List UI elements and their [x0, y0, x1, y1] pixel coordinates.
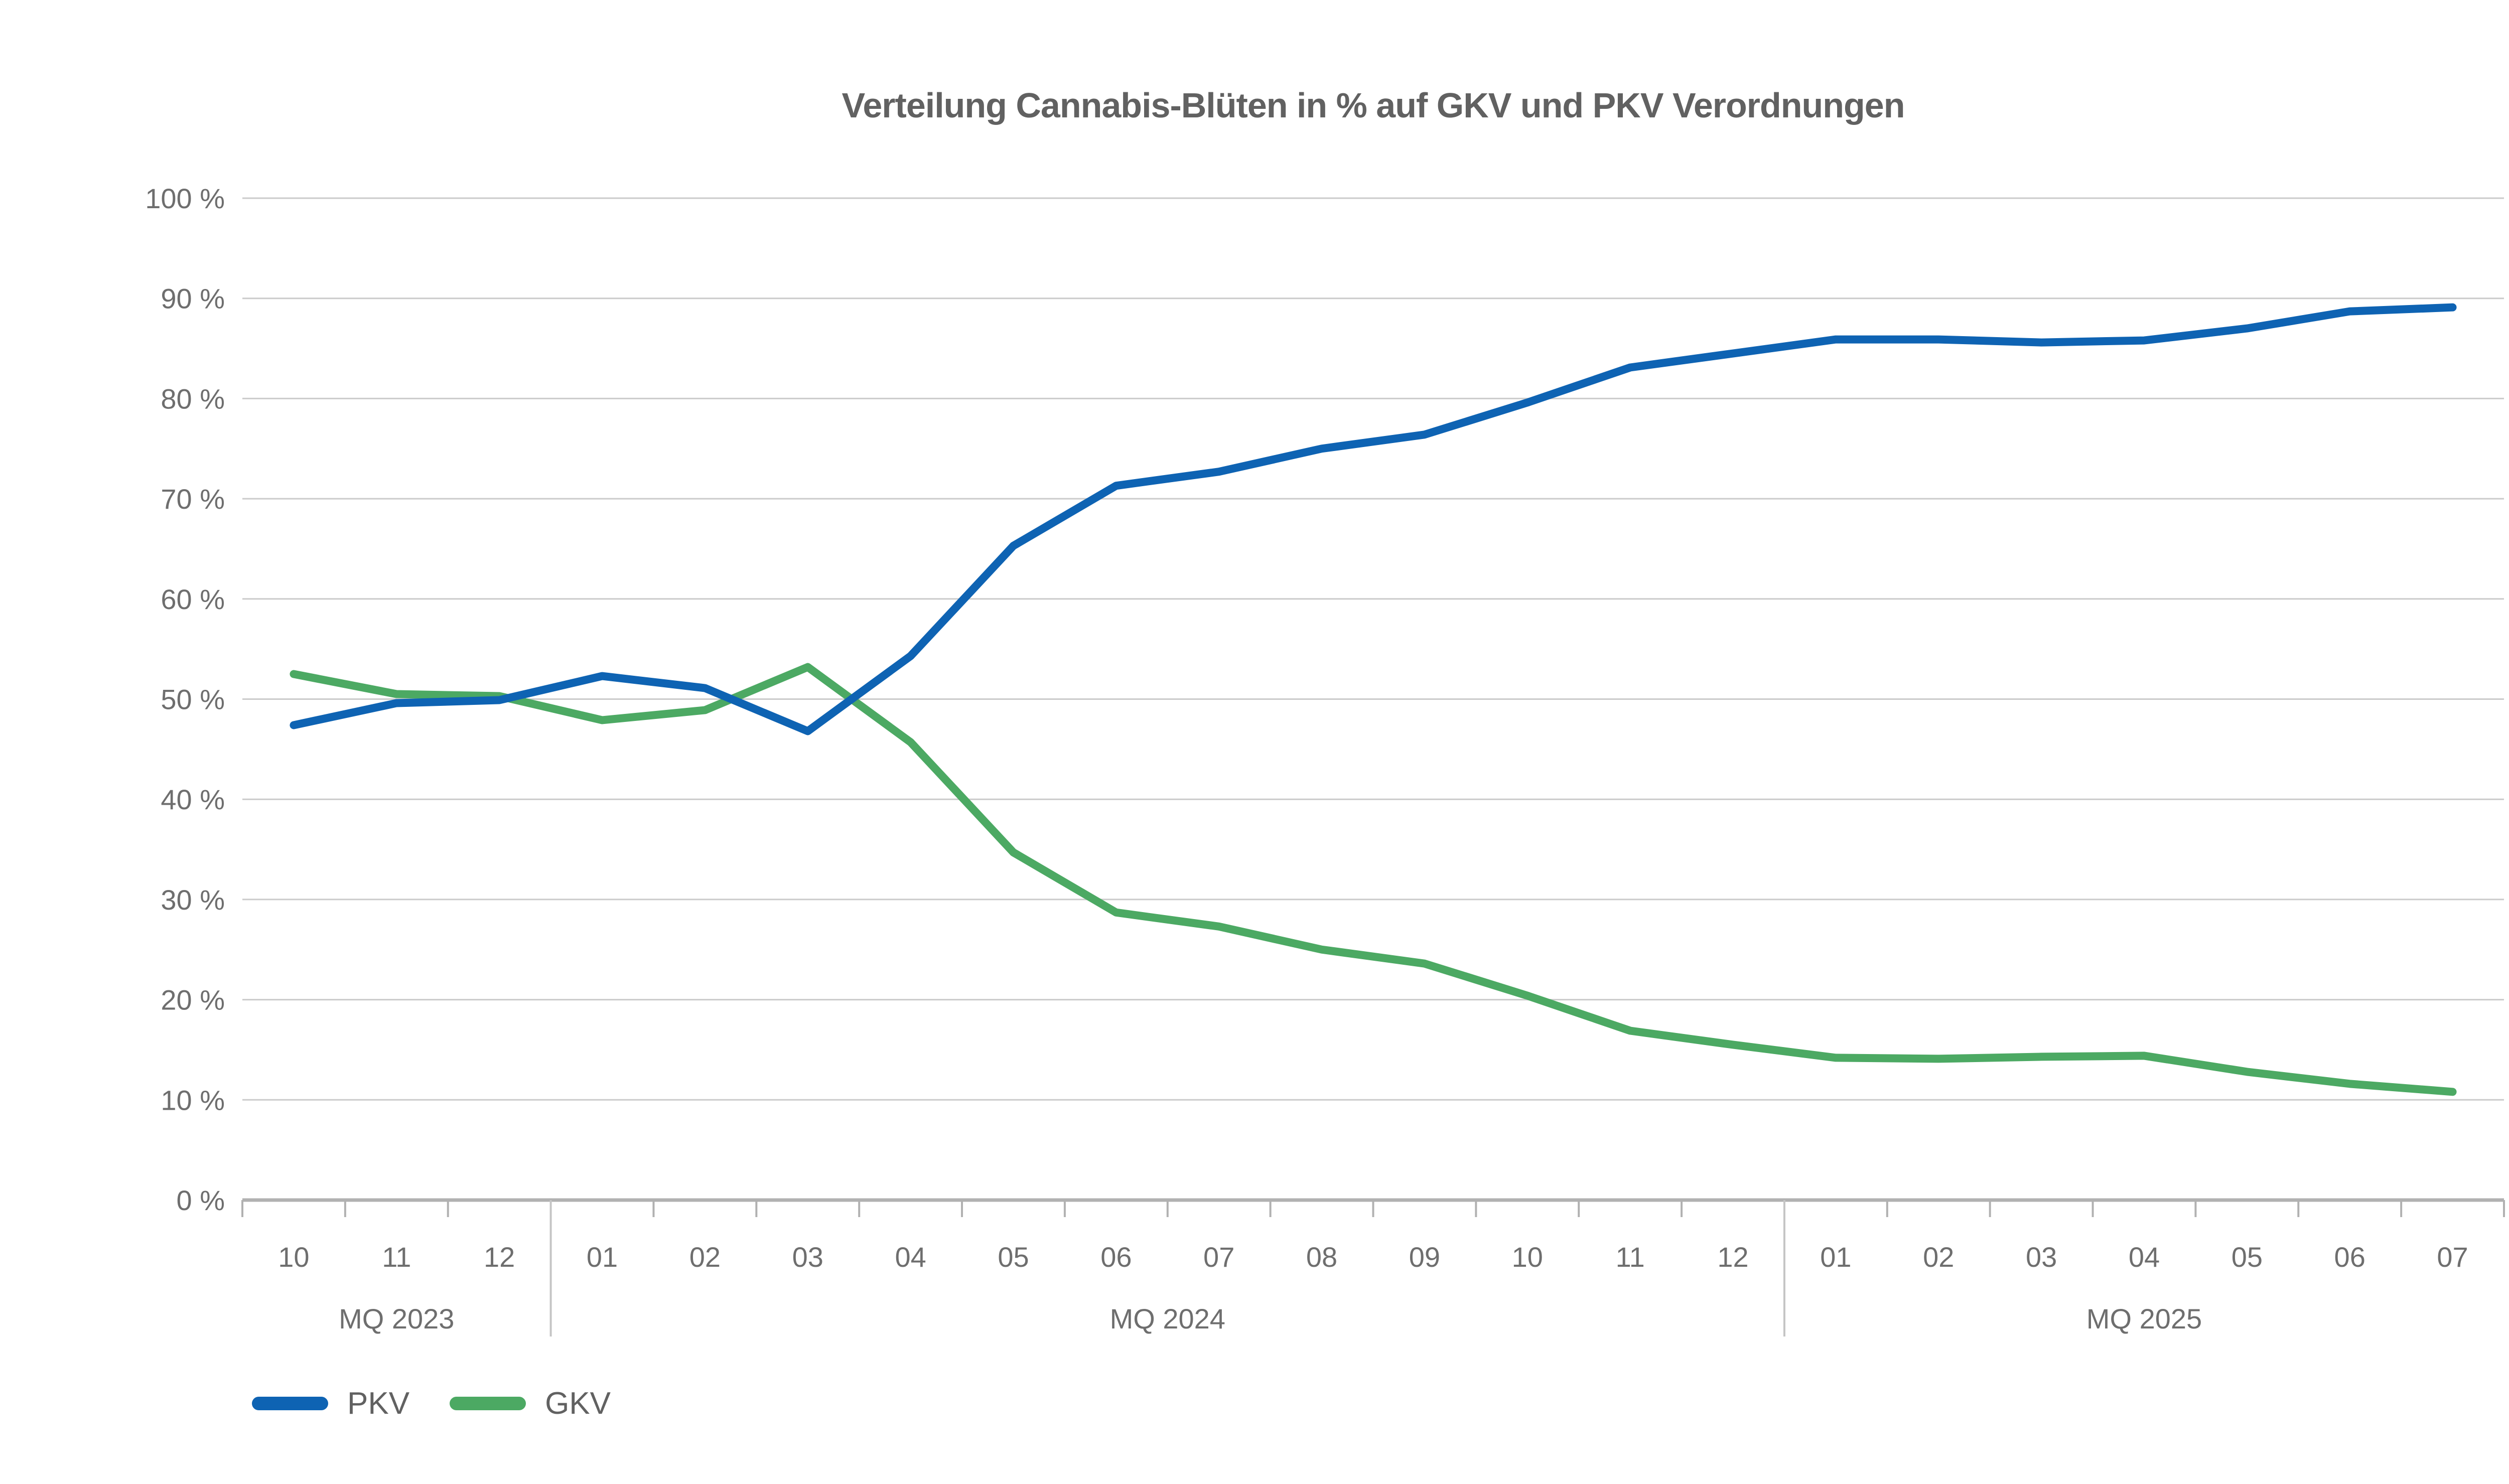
pkv-line: [290, 303, 2457, 735]
y-tick-label: 80 %: [161, 383, 225, 414]
y-tick-label: 0 %: [177, 1184, 225, 1216]
x-tick-label: 11: [382, 1241, 411, 1273]
legend-label-pkv: PKV: [347, 1386, 410, 1421]
legend-item-pkv: PKV: [252, 1386, 409, 1421]
legend-item-gkv: GKV: [450, 1386, 611, 1421]
x-tick-label: 07: [1203, 1241, 1234, 1273]
x-tick-label: 07: [2437, 1241, 2468, 1273]
y-tick-label: 100 %: [145, 183, 225, 214]
x-tick-label: 08: [1306, 1241, 1337, 1273]
y-tick-label: 50 %: [161, 684, 225, 715]
pkv-line-swatch: [252, 1397, 328, 1410]
y-tick-label: 40 %: [161, 784, 225, 815]
y-tick-label: 10 %: [161, 1084, 225, 1116]
x-tick-label: 05: [2232, 1241, 2263, 1273]
x-tick-label: 03: [2026, 1241, 2057, 1273]
y-tick-label: 60 %: [161, 583, 225, 615]
y-tick-label: 70 %: [161, 483, 225, 515]
x-tick-label: 03: [792, 1241, 823, 1273]
x-tick-label: 05: [998, 1241, 1029, 1273]
x-tick-label: 06: [1100, 1241, 1132, 1273]
x-tick-label: 02: [689, 1241, 721, 1273]
legend-label-gkv: GKV: [545, 1386, 611, 1421]
x-group-label: MQ 2023: [339, 1303, 454, 1334]
y-tick-label: 90 %: [161, 283, 225, 315]
x-tick-label: 10: [1512, 1241, 1543, 1273]
x-tick-label: 12: [484, 1241, 515, 1273]
x-tick-label: 09: [1409, 1241, 1440, 1273]
gkv-line: [290, 663, 2457, 1096]
chart-title: Verteilung Cannabis-Blüten in % auf GKV …: [842, 86, 1905, 125]
gkv-line-swatch: [450, 1397, 526, 1410]
x-tick-label: 01: [1820, 1241, 1851, 1273]
x-tick-label: 04: [895, 1241, 926, 1273]
x-tick-label: 11: [1616, 1241, 1645, 1273]
x-tick-label: 02: [1923, 1241, 1954, 1273]
x-tick-label: 06: [2334, 1241, 2365, 1273]
x-tick-label: 04: [2129, 1241, 2160, 1273]
legend: PKV GKV: [252, 1386, 611, 1421]
x-tick-label: 10: [278, 1241, 309, 1273]
x-group-label: MQ 2024: [1110, 1303, 1225, 1334]
y-tick-label: 20 %: [161, 984, 225, 1016]
x-tick-label: 12: [1717, 1241, 1748, 1273]
x-group-label: MQ 2025: [2086, 1303, 2202, 1334]
y-tick-label: 30 %: [161, 884, 225, 916]
x-tick-label: 01: [587, 1241, 618, 1273]
